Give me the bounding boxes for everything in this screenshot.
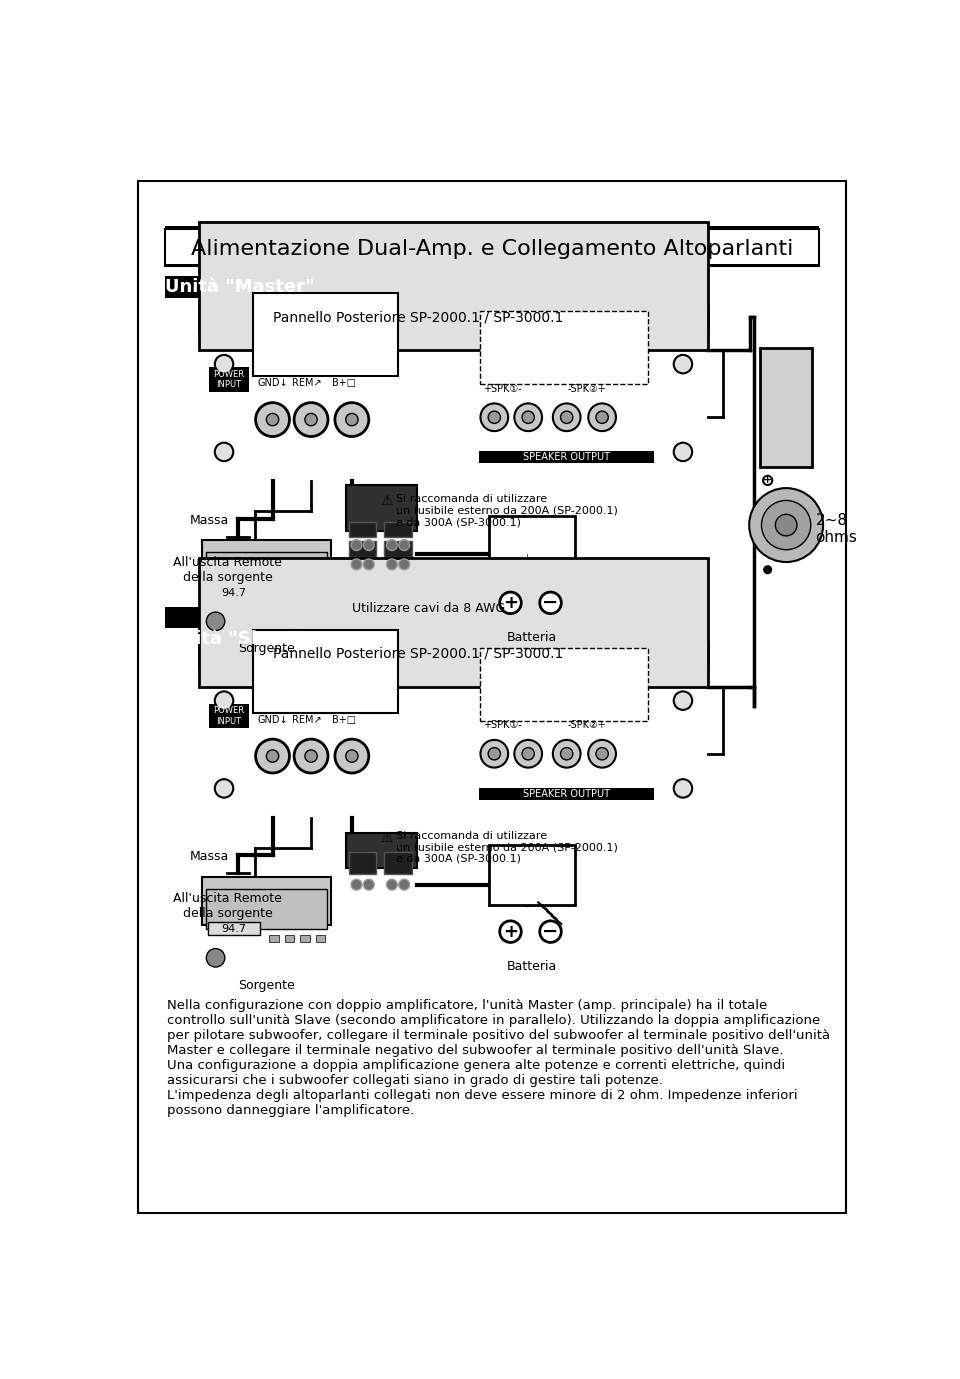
Bar: [244, 644, 259, 665]
Circle shape: [215, 779, 233, 797]
Circle shape: [335, 403, 369, 437]
Text: Utilizzare cavi da 8 AWG: Utilizzare cavi da 8 AWG: [352, 603, 506, 615]
Bar: [625, 308, 640, 328]
Bar: [447, 308, 463, 328]
Text: All'uscita Remote
della sorgente: All'uscita Remote della sorgente: [174, 892, 282, 920]
Bar: [479, 451, 655, 463]
Text: −: −: [542, 923, 559, 940]
Circle shape: [500, 592, 521, 614]
Bar: [165, 263, 819, 268]
Circle shape: [596, 411, 609, 423]
Bar: [200, 558, 708, 687]
Bar: [219, 308, 234, 328]
Text: 94.7: 94.7: [222, 587, 247, 598]
Text: SPEAKER OUTPUT: SPEAKER OUTPUT: [523, 452, 611, 462]
Circle shape: [540, 592, 562, 614]
Circle shape: [351, 558, 362, 570]
Bar: [202, 877, 331, 925]
Text: Unità "Slave": Unità "Slave": [168, 630, 302, 648]
Bar: [295, 308, 310, 328]
Bar: [316, 935, 324, 942]
Circle shape: [364, 539, 374, 550]
Circle shape: [305, 750, 317, 763]
Bar: [270, 644, 285, 665]
Text: All'uscita Remote
della sorgente: All'uscita Remote della sorgente: [174, 556, 282, 583]
Circle shape: [588, 741, 616, 768]
Circle shape: [674, 691, 692, 710]
Bar: [346, 485, 417, 531]
Text: Si raccomanda di utilizzare
un fusibile esterno da 200A (SP-2000.1)
e da 300A (S: Si raccomanda di utilizzare un fusibile …: [396, 494, 617, 528]
Bar: [489, 844, 575, 905]
Text: Pannello Posteriore SP-2000.1 / SP-3000.1: Pannello Posteriore SP-2000.1 / SP-3000.…: [273, 647, 563, 661]
Bar: [480, 648, 648, 721]
Bar: [396, 644, 412, 665]
Bar: [348, 541, 376, 557]
Text: B+□: B+□: [332, 378, 356, 389]
Circle shape: [346, 414, 358, 426]
Text: Batteria: Batteria: [507, 632, 557, 644]
Circle shape: [596, 747, 609, 760]
Bar: [321, 644, 336, 665]
Bar: [384, 523, 412, 538]
Bar: [651, 644, 666, 665]
Circle shape: [674, 443, 692, 461]
Bar: [253, 294, 398, 376]
Circle shape: [553, 741, 581, 768]
Circle shape: [255, 739, 290, 774]
Circle shape: [763, 476, 772, 485]
Text: ⚠: ⚠: [380, 494, 393, 509]
Bar: [300, 935, 309, 942]
Text: +: +: [763, 476, 772, 485]
Circle shape: [398, 880, 410, 889]
Circle shape: [540, 921, 562, 942]
Circle shape: [387, 558, 397, 570]
Bar: [346, 644, 361, 665]
Circle shape: [561, 747, 573, 760]
Text: +SPK①-: +SPK①-: [483, 383, 521, 394]
Bar: [253, 630, 398, 713]
Bar: [165, 229, 819, 266]
Text: 94.7: 94.7: [222, 924, 247, 935]
Text: GND↓: GND↓: [257, 378, 288, 389]
Text: Alimentazione Dual-Amp. e Collegamento Altoparlanti: Alimentazione Dual-Amp. e Collegamento A…: [191, 240, 793, 259]
Bar: [651, 308, 666, 328]
Circle shape: [480, 741, 508, 768]
Text: −: −: [542, 593, 559, 612]
Bar: [165, 607, 305, 629]
Bar: [219, 644, 234, 665]
Circle shape: [500, 921, 521, 942]
Bar: [208, 703, 249, 728]
Text: 2~8
ohms: 2~8 ohms: [815, 513, 857, 545]
Circle shape: [561, 411, 573, 423]
Bar: [205, 888, 327, 928]
Bar: [270, 308, 285, 328]
Bar: [498, 308, 514, 328]
Text: B+□: B+□: [332, 714, 356, 725]
Bar: [472, 644, 488, 665]
Text: POWER
INPUT: POWER INPUT: [213, 706, 244, 725]
Circle shape: [351, 880, 362, 889]
Text: Pannello Posteriore SP-2000.1 / SP-3000.1: Pannello Posteriore SP-2000.1 / SP-3000.…: [273, 310, 563, 325]
Text: Si raccomanda di utilizzare
un fusibile esterno da 200A (SP-2000.1)
e da 300A (S: Si raccomanda di utilizzare un fusibile …: [396, 830, 617, 865]
Circle shape: [515, 404, 542, 432]
Text: Massa: Massa: [189, 514, 228, 527]
Bar: [270, 935, 278, 942]
Bar: [200, 308, 708, 328]
Bar: [447, 644, 463, 665]
Bar: [321, 308, 336, 328]
Bar: [472, 308, 488, 328]
Circle shape: [480, 404, 508, 432]
Circle shape: [488, 747, 500, 760]
Bar: [384, 541, 412, 557]
Circle shape: [215, 443, 233, 461]
Bar: [285, 598, 294, 605]
Bar: [479, 787, 655, 800]
Circle shape: [266, 750, 278, 763]
Bar: [208, 367, 249, 392]
Circle shape: [515, 741, 542, 768]
Bar: [372, 308, 387, 328]
Circle shape: [294, 403, 328, 437]
Circle shape: [364, 880, 374, 889]
Bar: [384, 852, 412, 874]
Text: ⚠: ⚠: [380, 830, 393, 845]
